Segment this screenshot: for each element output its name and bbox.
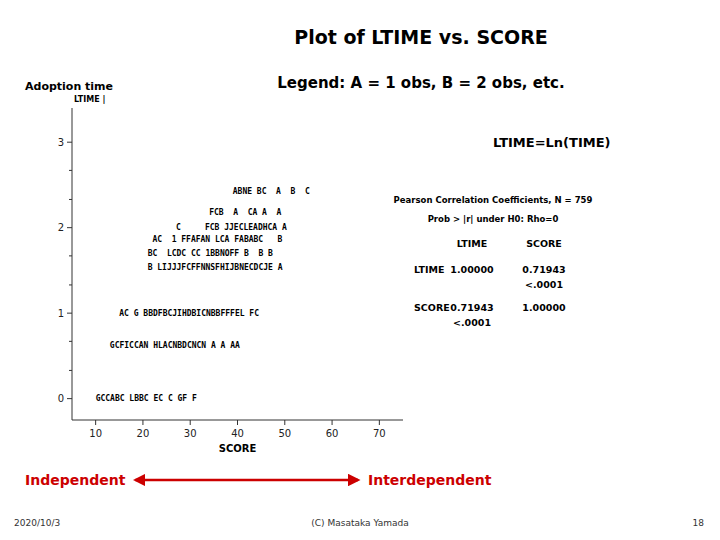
- y-tick: [67, 142, 72, 143]
- footer-right: 18: [693, 518, 705, 528]
- x-tick-label: 30: [184, 428, 197, 439]
- table-p-value: <.0001: [453, 317, 491, 328]
- arrow: [135, 479, 358, 482]
- point-label: AC G BBDFBCJIHDBICNBBFFFEL FC: [119, 309, 259, 318]
- footer-left: 2020/10/3: [14, 518, 60, 528]
- x-tick-label: 70: [373, 428, 386, 439]
- y-axis-label: LTIME |: [74, 95, 105, 104]
- y-tick-label: 2: [58, 222, 64, 233]
- point-label: GCFICCAN HLACNBDCNCN A A AA: [110, 341, 240, 350]
- point-label: FCB A CA A A: [209, 208, 281, 217]
- x-tick: [237, 420, 238, 425]
- y-minor-tick: [69, 170, 72, 171]
- x-tick: [95, 420, 96, 425]
- y-tick: [67, 398, 72, 399]
- y-tick-label: 1: [58, 308, 64, 319]
- point-label: ABNE BC A B C: [233, 187, 310, 196]
- table-value: 1.00000: [450, 264, 494, 275]
- x-tick-label: 10: [89, 428, 102, 439]
- y-minor-tick: [69, 199, 72, 200]
- x-tick: [142, 420, 143, 425]
- table-value: 0.71943: [522, 264, 565, 275]
- table-title: Pearson Correlation Coefficients, N = 75…: [394, 195, 593, 205]
- arrow-left-label: Independent: [25, 472, 126, 488]
- x-tick: [190, 420, 191, 425]
- table-header: SCORE: [526, 238, 562, 249]
- x-tick: [379, 420, 380, 425]
- arrow-right-label: Interdependent: [368, 472, 492, 488]
- x-tick: [284, 420, 285, 425]
- y-minor-tick: [69, 370, 72, 371]
- table-value: 0.71943: [450, 302, 493, 313]
- x-tick: [332, 420, 333, 425]
- left-label: Adoption time: [25, 80, 113, 93]
- annotation: LTIME=Ln(TIME): [493, 135, 611, 150]
- table-p-value: <.0001: [525, 279, 563, 290]
- chart: 102030405060700123GCCABC LBBC EC C GF FG…: [0, 0, 720, 540]
- x-tick-label: 60: [326, 428, 339, 439]
- y-tick-label: 3: [58, 137, 64, 148]
- point-label: GCCABC LBBC EC C GF F: [96, 394, 197, 403]
- x-tick-label: 50: [278, 428, 291, 439]
- title: Plot of LTIME vs. SCORE: [294, 26, 548, 48]
- point-label: B LIJJJFCFFNNSFHIJBNECDCJE A: [148, 263, 283, 272]
- table-header: LTIME: [457, 238, 487, 249]
- point-label: AC 1 FFAFAN LCA FABABC B: [152, 235, 282, 244]
- y-tick: [67, 313, 72, 314]
- point-label: BC LCDC CC 1BBNOFF B B B: [148, 249, 273, 258]
- x-tick-label: 40: [231, 428, 244, 439]
- y-minor-tick: [69, 341, 72, 342]
- table-row-label: LTIME: [414, 264, 444, 275]
- table-subtitle: Prob > |r| under H0: Rho=0: [428, 214, 559, 224]
- table-value: 1.00000: [522, 302, 566, 313]
- table-row-label: SCORE: [414, 302, 450, 313]
- subtitle: Legend: A = 1 obs, B = 2 obs, etc.: [277, 74, 564, 92]
- y-tick-label: 0: [58, 393, 64, 404]
- y-tick: [67, 227, 72, 228]
- y-minor-tick: [69, 284, 72, 285]
- y-axis: [72, 108, 73, 420]
- y-minor-tick: [69, 255, 72, 256]
- footer-center: (C) Masataka Yamada: [311, 518, 408, 528]
- x-axis-label: SCORE: [219, 443, 257, 454]
- x-tick-label: 20: [137, 428, 150, 439]
- points: GCCABC LBBC EC C GF F GCFICCAN HLACNBDCNC…: [96, 187, 310, 403]
- point-label: C FCB JJECLEADHCA A: [176, 223, 287, 232]
